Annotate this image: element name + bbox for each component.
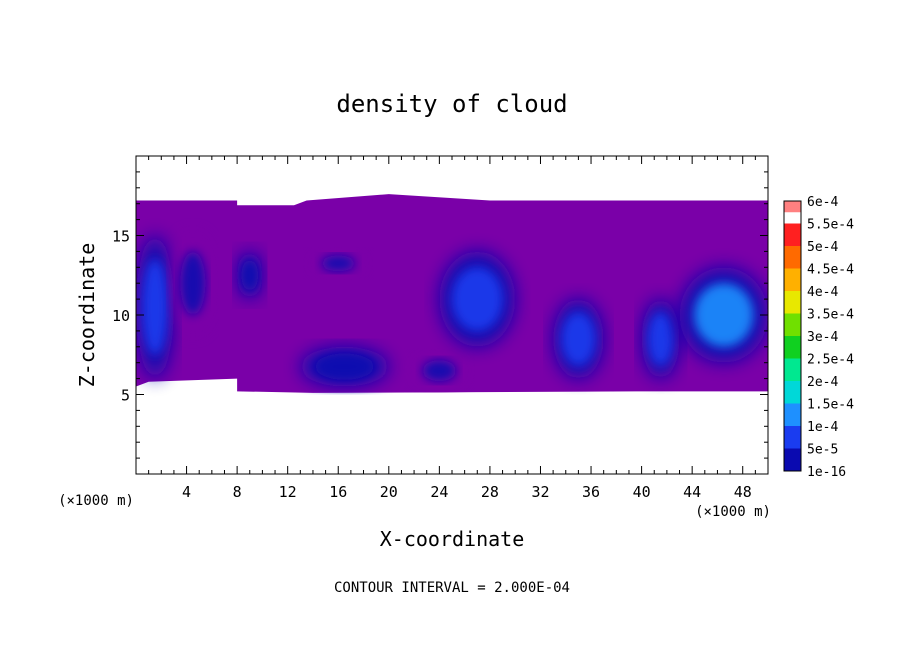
colorbar-label: 2.5e-4: [807, 353, 854, 368]
x-tick-label: 20: [380, 483, 398, 501]
colorbar-frame: [783, 200, 802, 472]
colorbar-label: 4e-4: [807, 285, 838, 300]
x-tick-label: 44: [683, 483, 701, 501]
density-core: [694, 283, 754, 347]
colorbar-label: 3.5e-4: [807, 308, 854, 323]
colorbar-swatch: [784, 201, 801, 213]
colorbar-label: 1e-4: [807, 420, 838, 435]
x-tick-label: 40: [633, 483, 651, 501]
contour-interval-note: CONTOUR INTERVAL = 2.000E-04: [334, 580, 570, 596]
colorbar-label: 5e-4: [807, 240, 838, 255]
colorbar-swatch: [784, 291, 801, 314]
y-tick-label: 5: [121, 387, 130, 405]
density-field: [136, 194, 768, 393]
colorbar-label: 4.5e-4: [807, 263, 854, 278]
x-unit-right: (×1000 m): [695, 504, 771, 520]
x-tick-label: 28: [481, 483, 499, 501]
colorbar: 1e-16 5e-5 1e-4 1.5e-4 2e-4 2.5e-4 3e-4 3.5e-4 4…: [783, 195, 854, 480]
x-tick-label: 48: [734, 483, 752, 501]
colorbar-swatch: [784, 403, 801, 426]
x-tick-label: 32: [531, 483, 549, 501]
y-tick-label: 15: [112, 228, 130, 246]
density-core: [241, 259, 259, 292]
y-axis-label: Z-coordinate: [75, 243, 99, 388]
density-core: [142, 259, 168, 355]
colorbar-label: 2e-4: [807, 375, 838, 390]
density-core: [561, 312, 596, 366]
y-tick-label: 10: [112, 307, 130, 325]
colorbar-label: 5.5e-4: [807, 218, 854, 233]
colorbar-swatch: [784, 381, 801, 404]
colorbar-swatch: [784, 223, 801, 246]
x-tick-label: 36: [582, 483, 600, 501]
colorbar-swatch: [784, 336, 801, 359]
density-core: [647, 312, 674, 366]
colorbar-label: 5e-5: [807, 443, 838, 458]
density-core: [422, 360, 457, 382]
density-core: [452, 267, 503, 331]
colorbar-label: 3e-4: [807, 330, 838, 345]
x-unit-left: (×1000 m): [58, 493, 134, 509]
y-axis: 5 10 15: [112, 171, 768, 459]
colorbar-swatch: [784, 358, 801, 381]
chart-title: density of cloud: [336, 90, 567, 118]
colorbar-swatch: [784, 246, 801, 269]
colorbar-swatch: [784, 426, 801, 449]
x-tick-label: 16: [329, 483, 347, 501]
colorbar-label: 6e-4: [807, 195, 838, 210]
colorbar-swatch: [784, 268, 801, 291]
density-core: [315, 353, 375, 380]
x-axis: 4 8 12 16 20 24 28 32 36 40 44 48: [148, 156, 756, 501]
x-axis-label: X-coordinate: [380, 527, 525, 551]
x-tick-label: 24: [430, 483, 448, 501]
density-core: [180, 251, 206, 315]
density-core: [321, 255, 356, 272]
colorbar-swatch: [784, 448, 801, 471]
colorbar-swatch: [784, 313, 801, 336]
x-tick-label: 8: [233, 483, 242, 501]
plot-area: [136, 194, 768, 393]
colorbar-label: 1.5e-4: [807, 398, 854, 413]
x-tick-label: 12: [279, 483, 297, 501]
x-tick-label: 4: [182, 483, 191, 501]
colorbar-label: 1e-16: [807, 465, 846, 480]
